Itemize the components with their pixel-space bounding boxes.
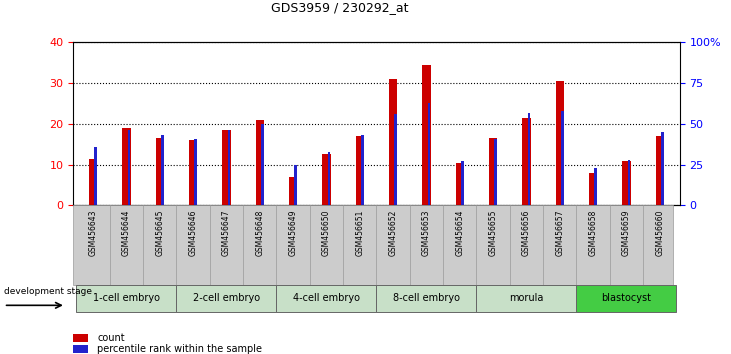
Text: percentile rank within the sample: percentile rank within the sample [97, 344, 262, 354]
Bar [661, 132, 664, 205]
Text: 2-cell embryo: 2-cell embryo [193, 293, 260, 303]
Text: development stage: development stage [4, 287, 91, 296]
Text: blastocyst: blastocyst [602, 293, 651, 303]
Bar [222, 130, 230, 205]
Bar [461, 161, 463, 205]
Text: 8-cell embryo: 8-cell embryo [393, 293, 460, 303]
Bar [176, 285, 276, 312]
Bar [156, 138, 164, 205]
Bar [628, 160, 630, 205]
Text: GSM456656: GSM456656 [522, 209, 531, 256]
Bar [477, 285, 577, 312]
Text: GSM456647: GSM456647 [222, 209, 231, 256]
Bar [322, 154, 330, 205]
Bar [161, 135, 164, 205]
Bar [327, 152, 330, 205]
Bar [89, 159, 97, 205]
Bar [128, 130, 130, 205]
Text: GSM456658: GSM456658 [588, 209, 598, 256]
Bar [227, 130, 230, 205]
Text: GSM456643: GSM456643 [88, 209, 98, 256]
Bar [423, 65, 431, 205]
Text: GSM456650: GSM456650 [322, 209, 331, 256]
Text: GSM456654: GSM456654 [455, 209, 464, 256]
Text: GSM456648: GSM456648 [255, 209, 265, 256]
Bar [189, 140, 197, 205]
Bar [494, 138, 497, 205]
Bar [256, 120, 264, 205]
Bar [656, 136, 664, 205]
Text: GSM456652: GSM456652 [389, 209, 398, 256]
Text: GSM456659: GSM456659 [622, 209, 631, 256]
Text: GSM456655: GSM456655 [488, 209, 498, 256]
Bar [622, 161, 631, 205]
Bar [276, 285, 376, 312]
Bar [394, 114, 397, 205]
Text: GSM456645: GSM456645 [155, 209, 164, 256]
Bar [589, 173, 597, 205]
Text: GSM456649: GSM456649 [289, 209, 298, 256]
Bar [73, 334, 88, 342]
Text: GSM456653: GSM456653 [422, 209, 431, 256]
Text: GSM456644: GSM456644 [122, 209, 131, 256]
Text: GSM456660: GSM456660 [655, 209, 664, 256]
Bar [194, 138, 197, 205]
Text: GDS3959 / 230292_at: GDS3959 / 230292_at [271, 1, 409, 14]
Bar [556, 81, 564, 205]
Bar [361, 135, 363, 205]
Bar [73, 345, 88, 353]
Bar [523, 118, 531, 205]
Bar [122, 128, 131, 205]
Text: 4-cell embryo: 4-cell embryo [293, 293, 360, 303]
Bar [577, 285, 676, 312]
Text: GSM456657: GSM456657 [556, 209, 564, 256]
Bar [455, 162, 464, 205]
Bar [94, 147, 97, 205]
Bar [355, 136, 364, 205]
Text: morula: morula [510, 293, 544, 303]
Bar [376, 285, 477, 312]
Bar [261, 124, 264, 205]
Text: GSM456651: GSM456651 [355, 209, 364, 256]
Text: 1-cell embryo: 1-cell embryo [93, 293, 160, 303]
Bar [389, 79, 398, 205]
Text: GSM456646: GSM456646 [189, 209, 197, 256]
Bar [77, 285, 176, 312]
Bar [289, 177, 298, 205]
Bar [594, 168, 597, 205]
Text: count: count [97, 333, 125, 343]
Bar [295, 165, 297, 205]
Bar [561, 111, 564, 205]
Bar [528, 113, 530, 205]
Bar [428, 103, 431, 205]
Bar [489, 138, 497, 205]
